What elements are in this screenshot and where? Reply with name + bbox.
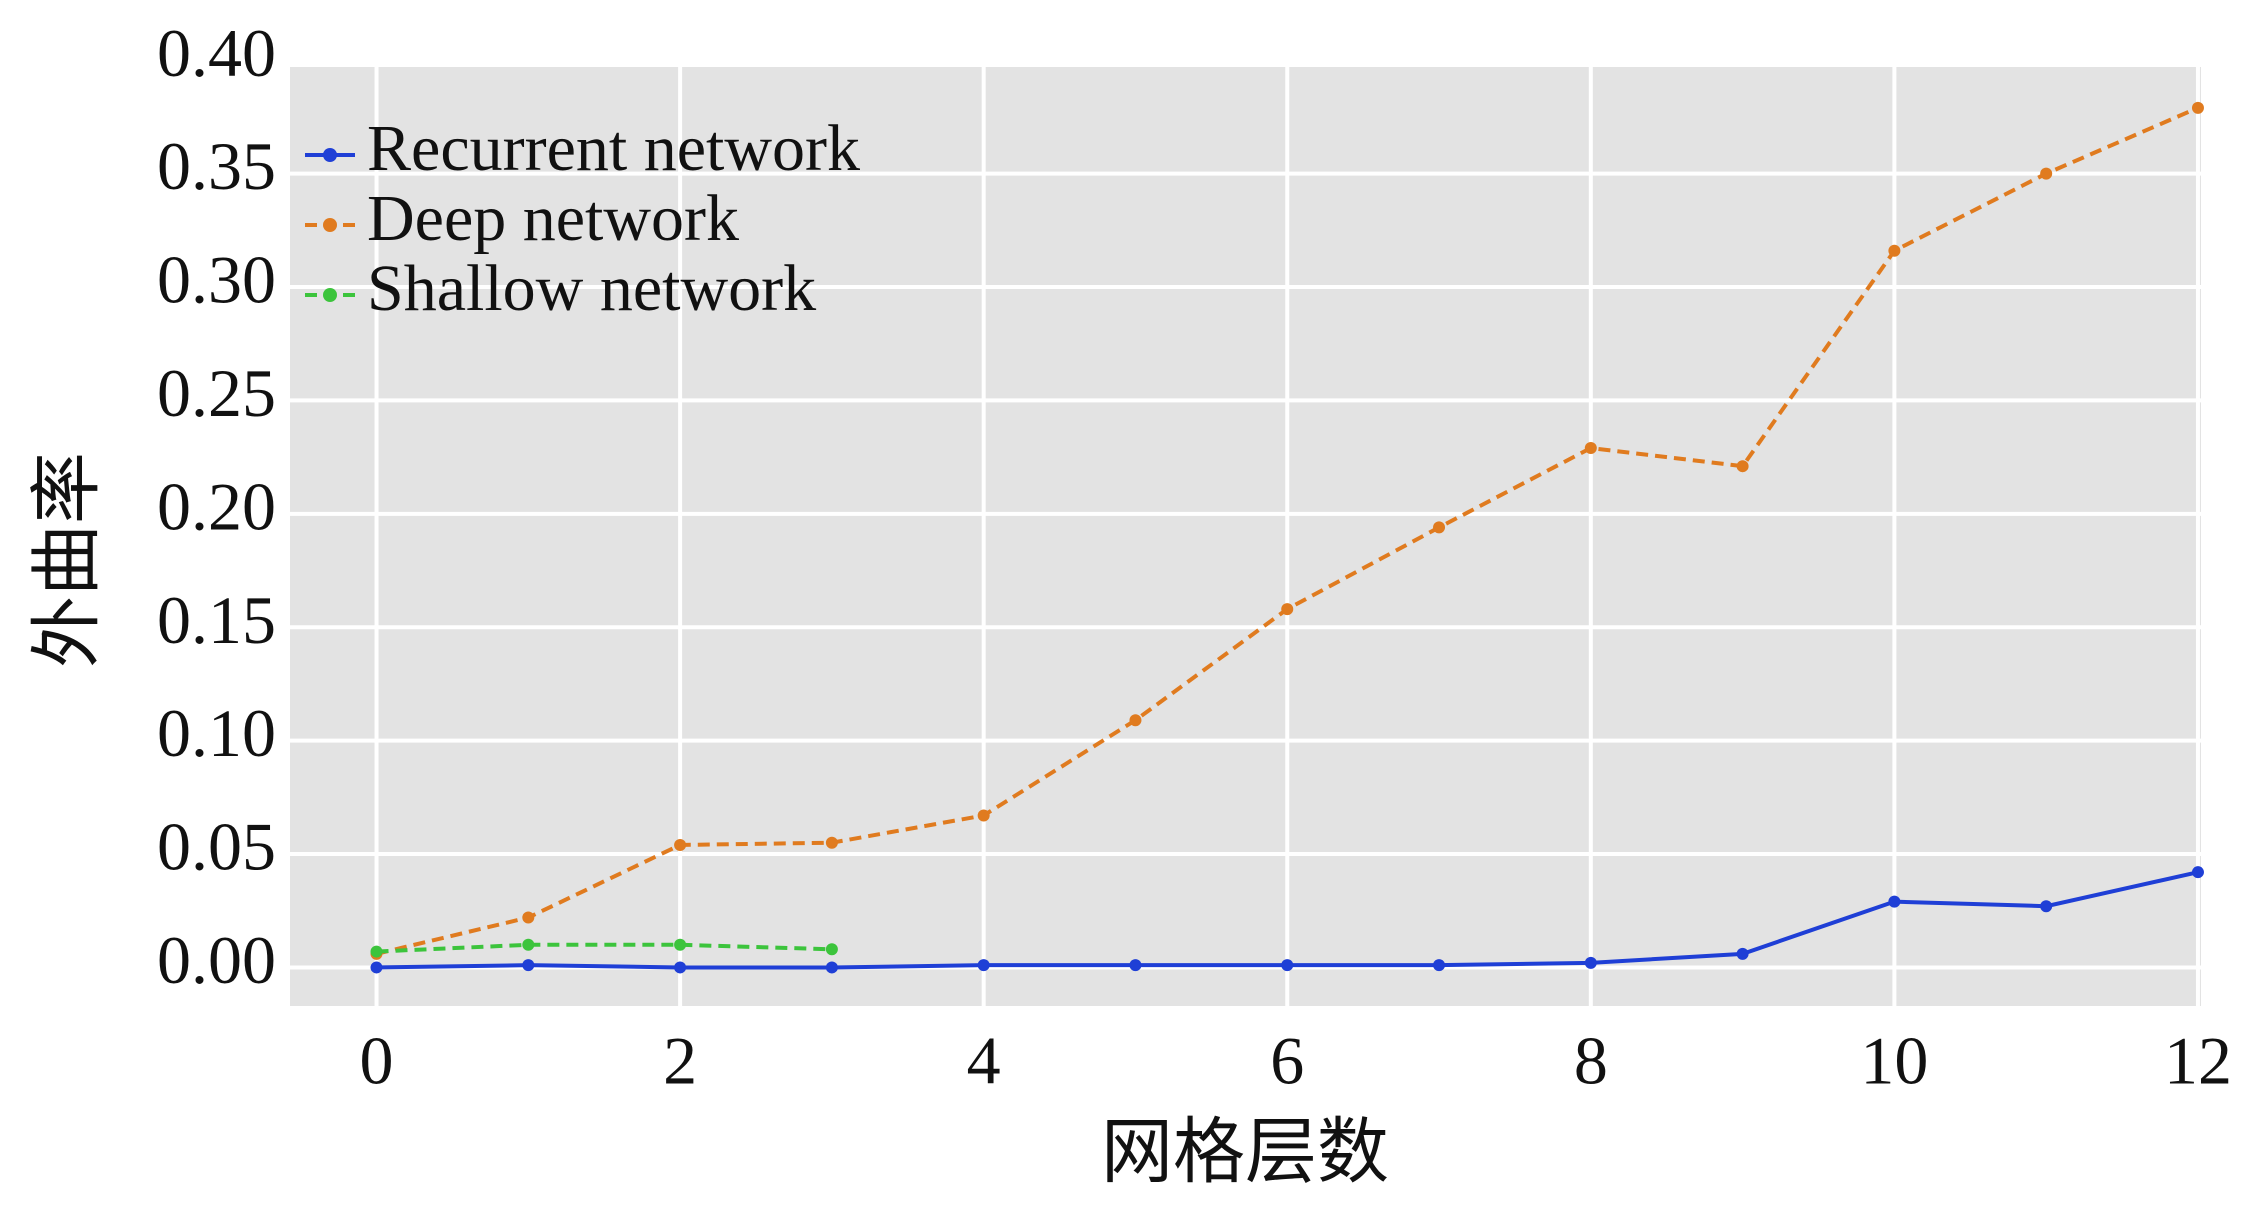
x-axis-label: 网格层数 [1101, 1113, 1389, 1193]
y-tick-label: 0.20 [157, 468, 276, 544]
data-point [370, 945, 383, 958]
data-point [2040, 900, 2053, 913]
data-point [825, 961, 838, 974]
y-axis-label: 外曲率 [28, 452, 108, 668]
data-point [1281, 603, 1294, 616]
data-point [522, 938, 535, 951]
data-point [1888, 244, 1901, 257]
data-point [1433, 521, 1446, 534]
data-point [522, 959, 535, 972]
plot-panel [290, 67, 2201, 1006]
x-tick-label: 4 [967, 1023, 1001, 1099]
data-point [1736, 947, 1749, 960]
y-tick-label: 0.40 [157, 15, 276, 91]
legend-label: Deep network [367, 182, 739, 255]
data-point [674, 838, 687, 851]
data-point [370, 961, 383, 974]
y-tick-label: 0.25 [157, 355, 276, 431]
x-tick-label: 10 [1860, 1023, 1928, 1099]
data-point [825, 943, 838, 956]
data-point [674, 938, 687, 951]
legend-label: Recurrent network [367, 112, 860, 185]
y-tick-label: 0.00 [157, 922, 276, 998]
x-tick-label: 6 [1270, 1023, 1304, 1099]
y-tick-label: 0.30 [157, 242, 276, 318]
data-point [1281, 959, 1294, 972]
data-point [2040, 167, 2053, 180]
x-tick-label: 8 [1574, 1023, 1608, 1099]
data-point [674, 961, 687, 974]
legend-label: Shallow network [367, 252, 816, 325]
legend-marker [323, 148, 337, 162]
data-point [1888, 895, 1901, 908]
y-tick-label: 0.05 [157, 809, 276, 885]
legend-marker [323, 218, 337, 232]
data-point [2191, 866, 2204, 879]
data-point [1736, 460, 1749, 473]
data-point [1433, 959, 1446, 972]
x-tick-label: 12 [2164, 1023, 2232, 1099]
legend-marker [323, 288, 337, 302]
y-tick-label: 0.15 [157, 582, 276, 658]
x-tick-label: 2 [663, 1023, 697, 1099]
data-point [1129, 959, 1142, 972]
data-point [1129, 714, 1142, 727]
y-tick-label: 0.35 [157, 128, 276, 204]
data-point [825, 836, 838, 849]
data-point [522, 911, 535, 924]
data-point [977, 809, 990, 822]
x-tick-label: 0 [360, 1023, 394, 1099]
data-point [1584, 442, 1597, 455]
data-point [1584, 956, 1597, 969]
data-point [977, 959, 990, 972]
y-tick-label: 0.10 [157, 695, 276, 771]
data-point [2191, 101, 2204, 114]
